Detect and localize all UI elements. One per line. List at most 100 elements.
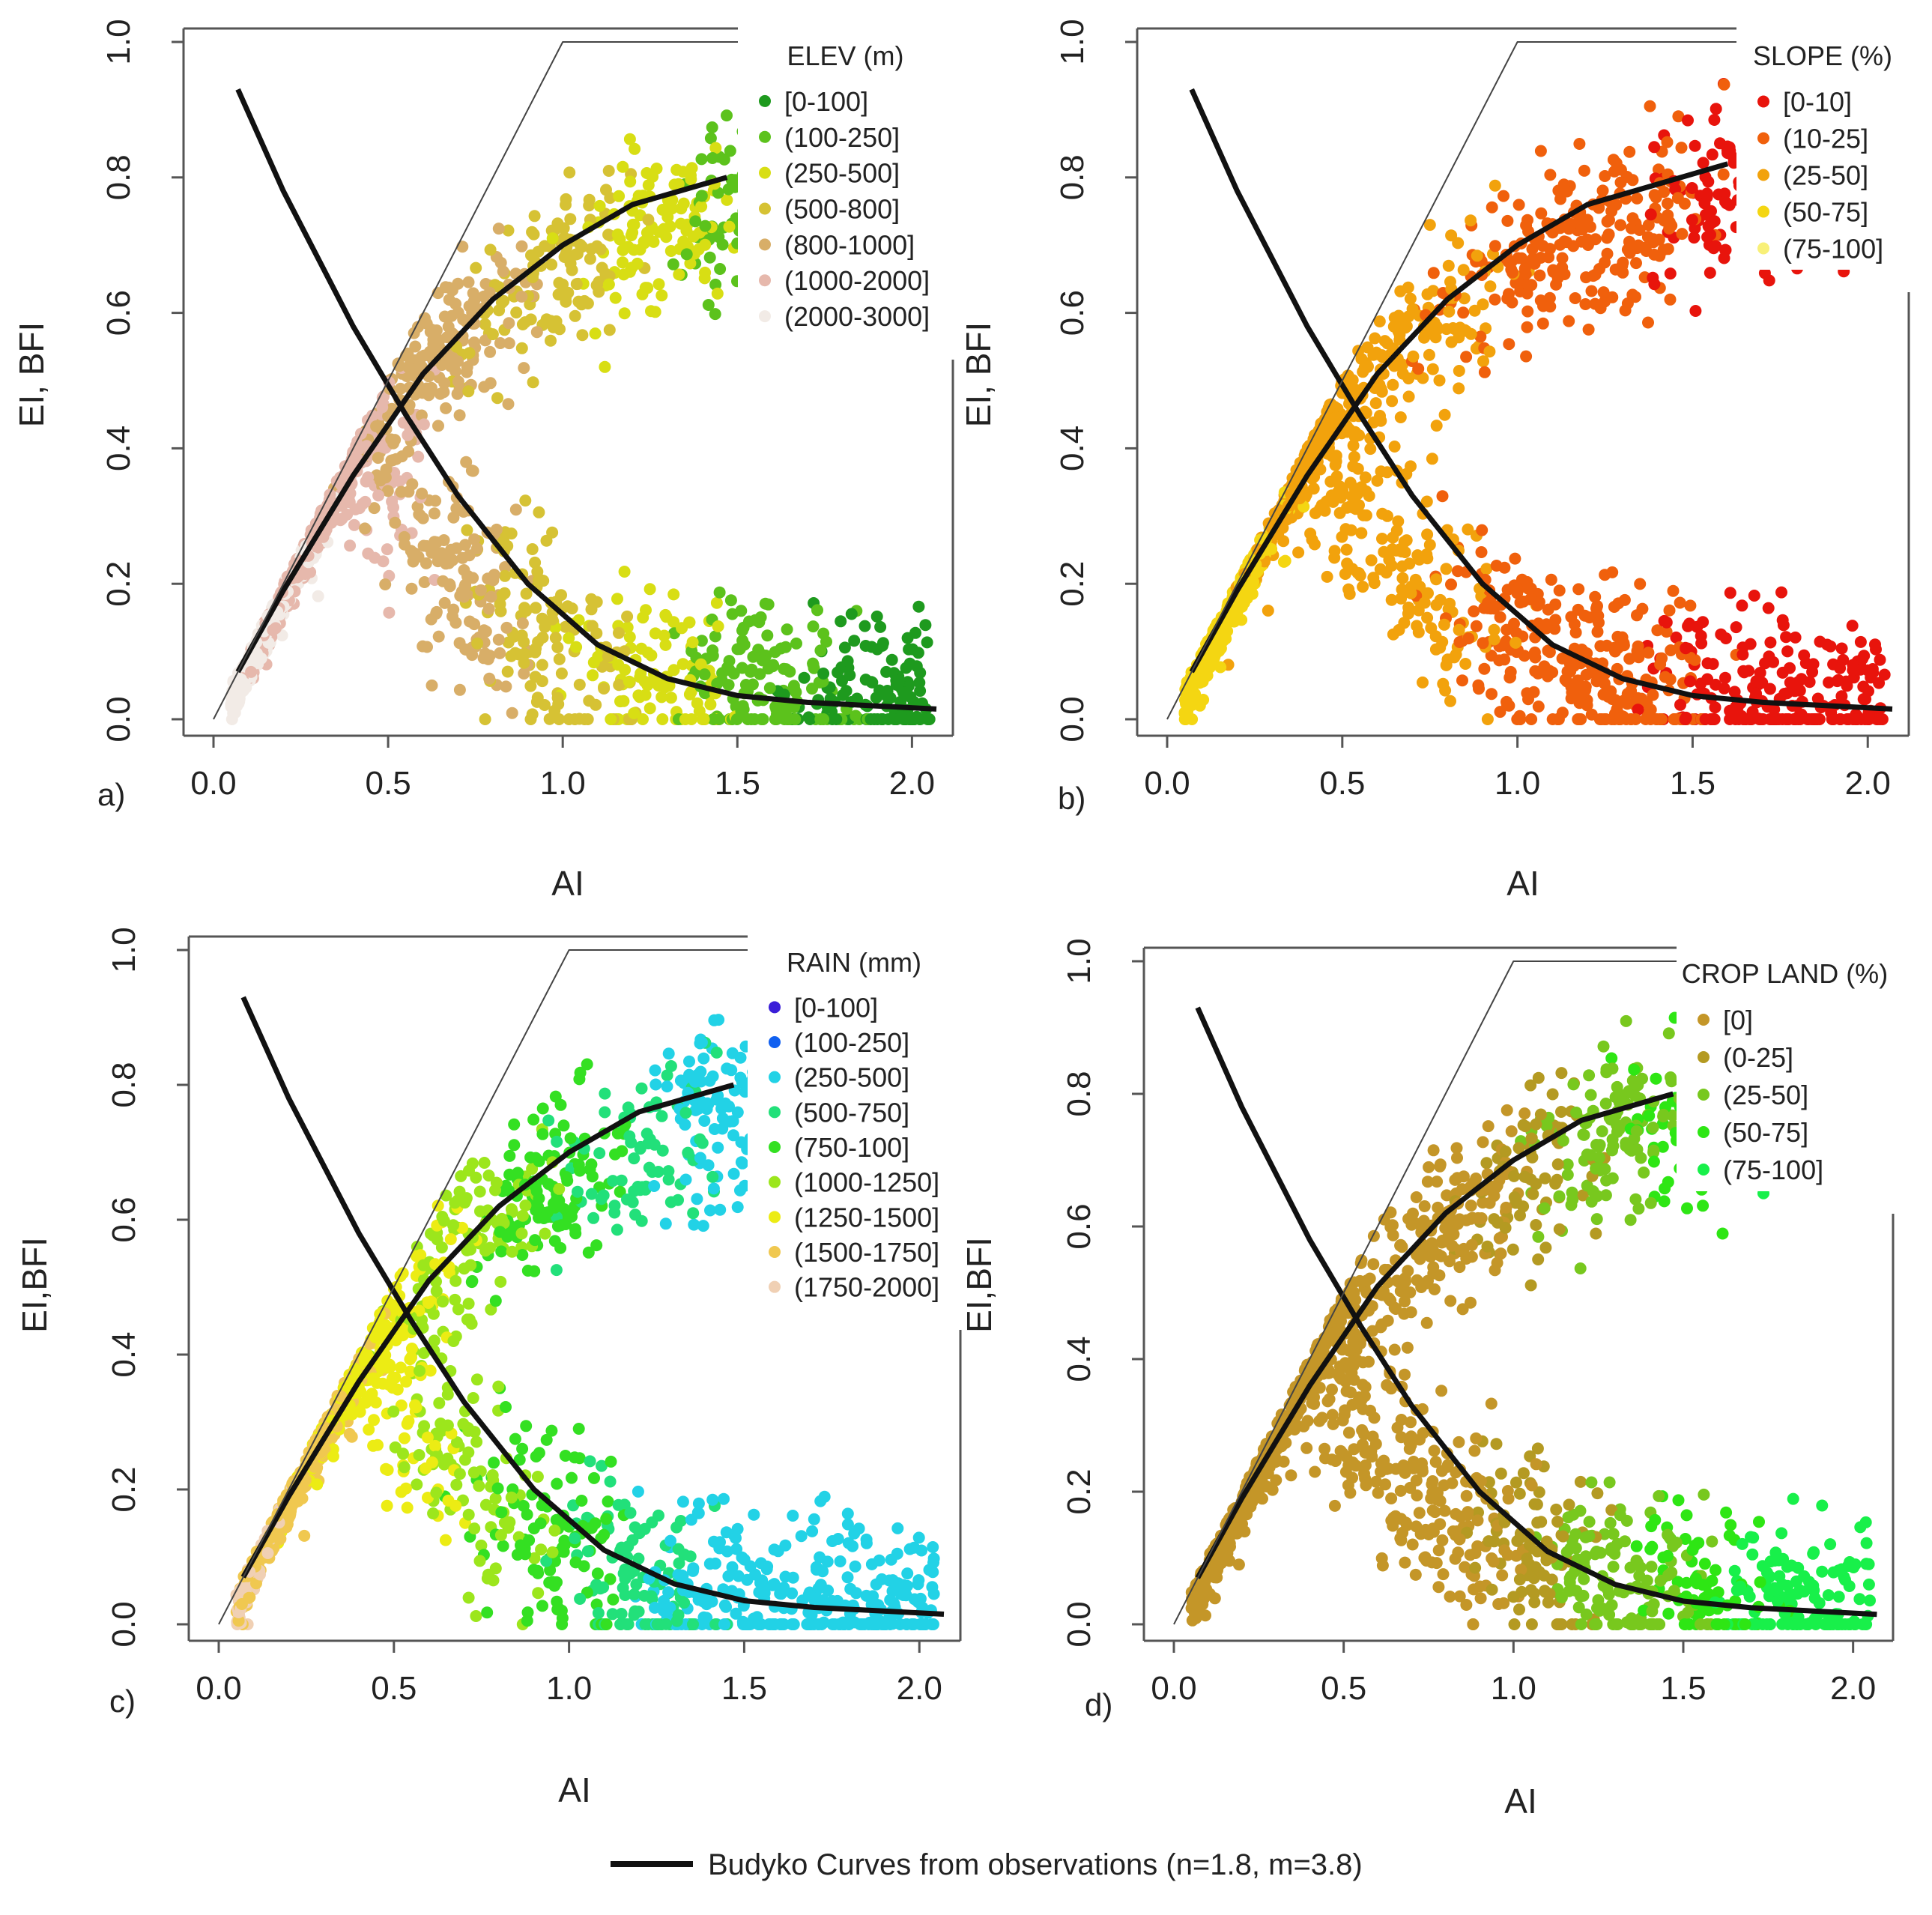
- scatter-point: [1405, 460, 1417, 473]
- scatter-point: [1501, 214, 1514, 227]
- scatter-point: [1453, 365, 1465, 377]
- scatter-point: [845, 608, 858, 620]
- scatter-point: [1554, 238, 1566, 251]
- scatter-point: [506, 707, 518, 719]
- scatter-point: [420, 557, 432, 569]
- scatter-point: [921, 636, 933, 649]
- scatter-point: [897, 713, 910, 725]
- scatter-point: [563, 632, 575, 644]
- scatter-point: [1546, 666, 1559, 679]
- scatter-point: [536, 612, 548, 625]
- legend-item-label: [0-100]: [784, 86, 868, 117]
- scatter-point: [1840, 675, 1853, 688]
- x-axis-label: AI: [1506, 864, 1539, 903]
- scatter-point: [808, 1513, 820, 1525]
- scatter-point: [1460, 351, 1473, 363]
- scatter-point: [458, 1262, 470, 1275]
- scatter-point: [1361, 360, 1374, 373]
- scatter-point: [621, 610, 634, 623]
- scatter-point: [769, 701, 782, 713]
- scatter-point: [687, 1564, 699, 1577]
- scatter-point: [532, 573, 545, 586]
- scatter-point: [1535, 207, 1548, 220]
- scatter-point: [1708, 215, 1721, 228]
- scatter-point: [609, 1148, 621, 1161]
- scatter-point: [806, 1525, 819, 1537]
- scatter-point: [629, 142, 641, 155]
- scatter-point: [398, 530, 411, 543]
- scatter-point: [754, 611, 767, 623]
- scatter-point: [714, 263, 727, 275]
- scatter-point: [531, 692, 544, 704]
- scatter-point: [613, 679, 626, 692]
- scatter-point: [1572, 583, 1585, 596]
- scatter-point: [502, 1522, 515, 1534]
- scatter-point: [586, 620, 599, 632]
- scatter-point: [713, 713, 725, 725]
- scatter-point: [496, 297, 508, 309]
- scatter-point: [901, 632, 914, 644]
- scatter-point: [1481, 713, 1494, 725]
- scatter-point: [1701, 673, 1714, 686]
- scatter-point: [405, 582, 418, 595]
- scatter-point: [761, 629, 774, 642]
- scatter-point: [426, 546, 438, 559]
- scatter-point: [573, 713, 586, 725]
- scatter-point: [1262, 605, 1274, 617]
- scatter-point: [673, 268, 685, 281]
- scatter-point: [551, 1135, 563, 1148]
- scatter-point: [1826, 713, 1838, 725]
- scatter-point: [585, 243, 598, 255]
- scatter-point: [1526, 243, 1539, 255]
- scatter-point: [1292, 546, 1305, 559]
- scatter-point: [817, 668, 830, 680]
- scatter-point: [695, 190, 708, 202]
- x-tick-label: 0.0: [190, 765, 236, 802]
- scatter-point: [602, 1495, 614, 1508]
- scatter-point: [417, 539, 430, 552]
- scatter-point: [1409, 573, 1422, 586]
- scatter-point: [572, 1423, 585, 1435]
- scatter-point: [1686, 182, 1698, 194]
- scatter-point: [646, 1166, 658, 1179]
- y-axis-label: EI, BFI: [959, 322, 998, 428]
- scatter-point: [536, 1102, 549, 1115]
- scatter-point: [443, 351, 455, 363]
- scatter-point: [1545, 573, 1557, 586]
- scatter-point: [393, 360, 405, 372]
- scatter-point: [1509, 552, 1521, 565]
- scatter-point: [1701, 231, 1714, 243]
- scatter-point: [1707, 658, 1719, 671]
- scatter-point: [1514, 596, 1527, 609]
- scatter-point: [702, 299, 715, 311]
- x-tick-label: 1.5: [715, 765, 760, 802]
- scatter-point: [387, 501, 399, 514]
- scatter-point: [1846, 620, 1859, 632]
- scatter-point: [656, 204, 669, 216]
- scatter-point: [430, 605, 443, 618]
- scatter-point: [848, 635, 861, 647]
- scatter-point: [611, 1223, 623, 1236]
- scatter-point: [891, 1522, 904, 1534]
- scatter-point: [542, 1178, 555, 1191]
- scatter-point: [743, 615, 755, 628]
- scatter-point: [709, 142, 722, 154]
- scatter-point: [1373, 315, 1386, 327]
- scatter-point: [1662, 197, 1674, 210]
- scatter-point: [807, 620, 820, 633]
- scatter-point: [405, 1351, 417, 1364]
- scatter-point: [1392, 515, 1405, 527]
- scatter-point: [1573, 138, 1586, 150]
- scatter-point: [441, 1388, 454, 1401]
- scatter-point: [781, 710, 793, 723]
- scatter-point: [1483, 345, 1496, 358]
- scatter-point: [685, 686, 697, 698]
- scatter-point: [486, 328, 499, 341]
- scatter-point: [470, 1436, 483, 1448]
- scatter-point: [1322, 423, 1335, 435]
- scatter-point: [584, 1455, 596, 1468]
- scatter-point: [380, 1462, 393, 1475]
- scatter-point: [695, 635, 708, 647]
- scatter-point: [1420, 548, 1433, 560]
